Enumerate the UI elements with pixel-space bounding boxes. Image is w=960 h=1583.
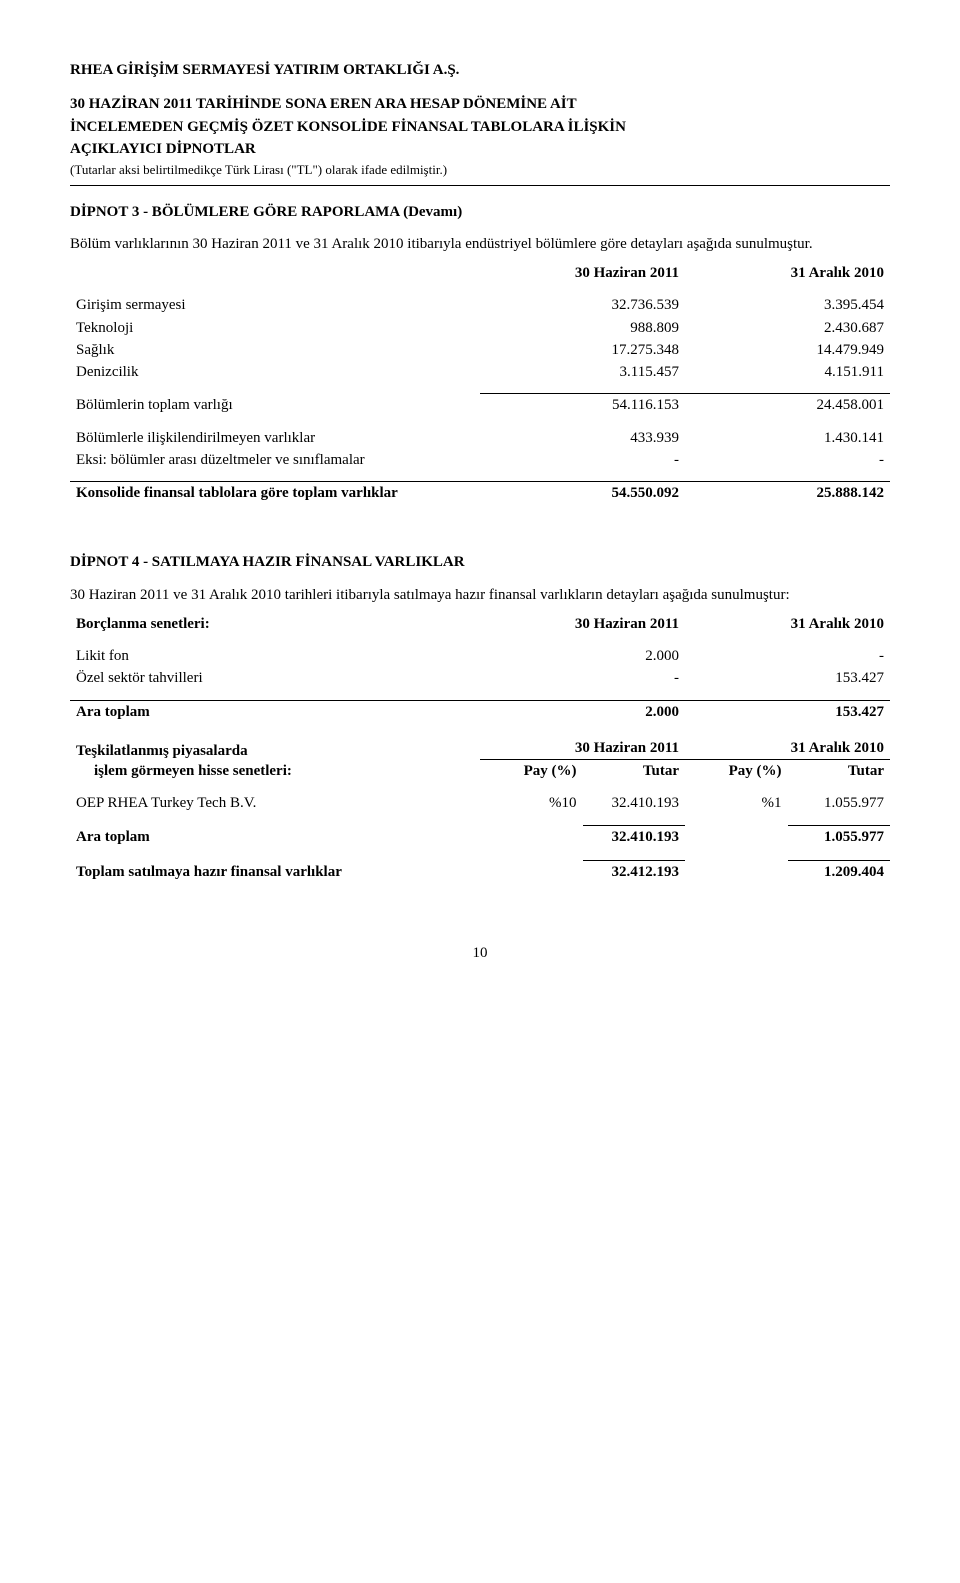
currency-note: (Tutarlar aksi belirtilmedikçe Türk Lira…	[70, 161, 890, 179]
section3-table: 30 Haziran 2011 31 Aralık 2010 Girişim s…	[70, 262, 890, 504]
section4-equity-table: Teşkilatlanmış piyasalarda işlem görmeye…	[70, 737, 890, 883]
header-rule	[70, 185, 890, 186]
total-row: Konsolide finansal tablolara göre toplam…	[70, 482, 890, 505]
section4-intro: 30 Haziran 2011 ve 31 Aralık 2010 tarihl…	[70, 585, 890, 605]
col-header: 31 Aralık 2010	[685, 262, 890, 284]
col-header: 30 Haziran 2011	[480, 262, 685, 284]
table-row: Bölümlerle ilişkilendirilmeyen varlıklar…	[70, 427, 890, 449]
section3-intro: Bölüm varlıklarının 30 Haziran 2011 ve 3…	[70, 234, 890, 254]
table-row: Denizcilik 3.115.457 4.151.911	[70, 361, 890, 383]
subtotal-row: Bölümlerin toplam varlığı 54.116.153 24.…	[70, 394, 890, 417]
table-header-row: Borçlanma senetleri: 30 Haziran 2011 31 …	[70, 613, 890, 635]
table-row: Özel sektör tahvilleri - 153.427	[70, 667, 890, 689]
report-title-line3: AÇIKLAYICI DİPNOTLAR	[70, 139, 890, 159]
subtotal-row: Ara toplam 32.410.193 1.055.977	[70, 825, 890, 848]
section4-heading: DİPNOT 4 - SATILMAYA HAZIR FİNANSAL VARL…	[70, 552, 890, 572]
table-row: OEP RHEA Turkey Tech B.V. %10 32.410.193…	[70, 792, 890, 814]
table-header-row: 30 Haziran 2011 31 Aralık 2010	[70, 262, 890, 284]
table-row: Eksi: bölümler arası düzeltmeler ve sını…	[70, 449, 890, 471]
table-row: Teknoloji 988.809 2.430.687	[70, 317, 890, 339]
section4-debt-table: Borçlanma senetleri: 30 Haziran 2011 31 …	[70, 613, 890, 723]
table-row: Girişim sermayesi 32.736.539 3.395.454	[70, 294, 890, 316]
table-row: Likit fon 2.000 -	[70, 645, 890, 667]
table-row: Sağlık 17.275.348 14.479.949	[70, 339, 890, 361]
subtotal-row: Ara toplam 2.000 153.427	[70, 700, 890, 723]
report-title-line1: 30 HAZİRAN 2011 TARİHİNDE SONA EREN ARA …	[70, 94, 890, 114]
company-name: RHEA GİRİŞİM SERMAYESİ YATIRIM ORTAKLIĞI…	[70, 60, 890, 80]
page-number: 10	[70, 943, 890, 963]
section3-heading: DİPNOT 3 - BÖLÜMLERE GÖRE RAPORLAMA (Dev…	[70, 202, 890, 222]
grand-total-row: Toplam satılmaya hazır finansal varlıkla…	[70, 860, 890, 883]
report-title-line2: İNCELEMEDEN GEÇMİŞ ÖZET KONSOLİDE FİNANS…	[70, 117, 890, 137]
table-header-row: Teşkilatlanmış piyasalarda işlem görmeye…	[70, 737, 890, 760]
